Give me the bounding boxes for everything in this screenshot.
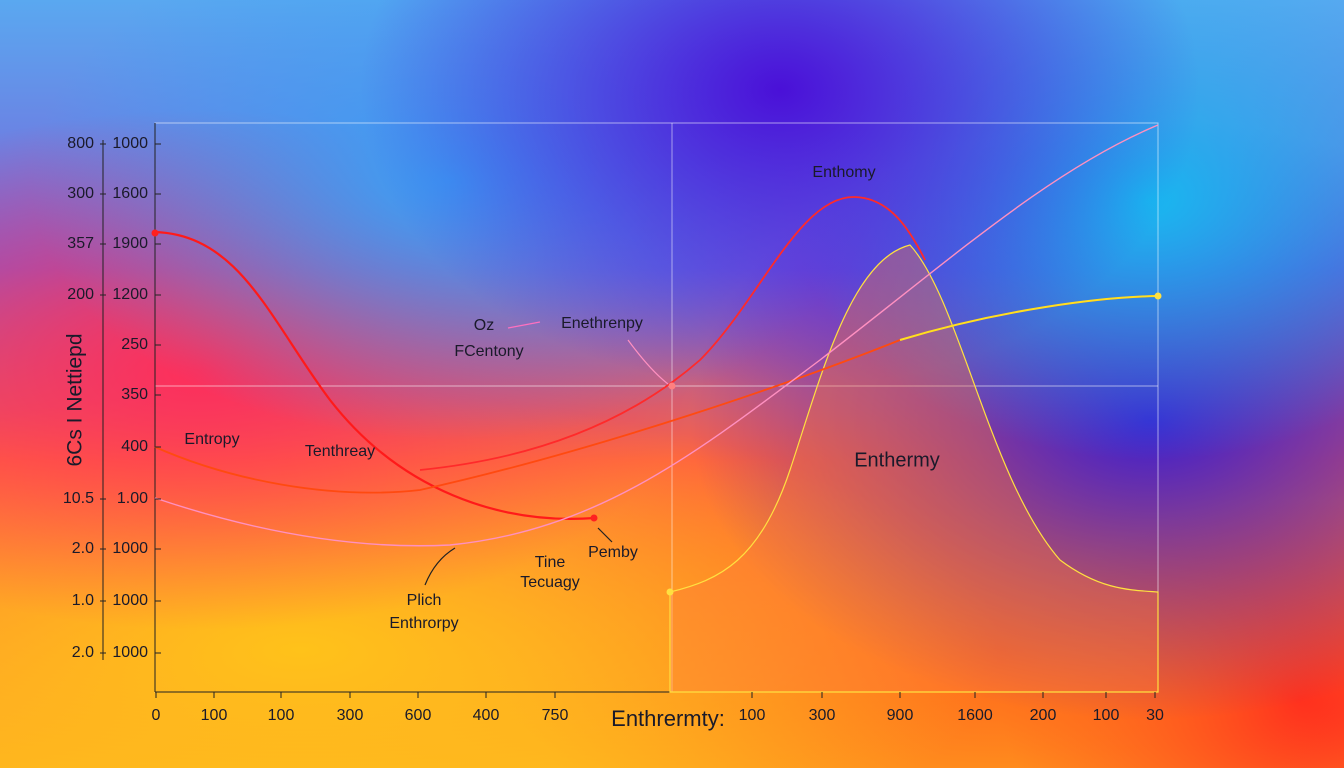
y-tick-label: 1000 xyxy=(112,540,148,557)
y-tick-label: 400 xyxy=(121,438,148,455)
y-axis-title: 6Cs I Nettiepd xyxy=(64,333,87,466)
point xyxy=(590,514,598,522)
curve xyxy=(154,124,1159,547)
annotation: Oz xyxy=(474,317,494,334)
annotation: Entropy xyxy=(184,431,239,448)
x-tick-label: 100 xyxy=(1093,707,1120,724)
arrow xyxy=(627,339,669,385)
point xyxy=(668,382,676,390)
curve xyxy=(419,196,926,471)
point xyxy=(666,588,674,596)
x-tick-label: 100 xyxy=(201,707,228,724)
x-tick-label: 400 xyxy=(473,707,500,724)
labels: 80030035720010.52.01.02.0100016001900120… xyxy=(63,135,1164,731)
annotation: Enthrorpy xyxy=(389,615,458,632)
filled-peak xyxy=(669,244,1159,693)
y-tick-label: 1000 xyxy=(112,135,148,152)
y-tick-label: 1200 xyxy=(112,286,148,303)
arrow xyxy=(424,547,456,586)
x-tick-label: 0 xyxy=(152,707,161,724)
annotation: Enthomy xyxy=(812,164,875,181)
x-tick-label: 300 xyxy=(337,707,364,724)
x-tick-label: 600 xyxy=(405,707,432,724)
curve xyxy=(154,295,1159,494)
x-tick-label: 30 xyxy=(1146,707,1164,724)
annotation: FCentony xyxy=(454,343,523,360)
y-tick-label: 10.5 xyxy=(63,490,94,507)
annotation: Plich xyxy=(407,592,442,609)
x-tick-label: 100 xyxy=(268,707,295,724)
y-tick-label: 1000 xyxy=(112,644,148,661)
x-tick-label: 200 xyxy=(1030,707,1057,724)
y-tick-label: 350 xyxy=(121,386,148,403)
annotation: Tine xyxy=(535,554,566,571)
curve xyxy=(154,230,596,520)
y-tick-label: 357 xyxy=(67,235,94,252)
arrow xyxy=(597,527,613,543)
x-axis-title: Enthrermty: xyxy=(611,706,725,731)
annotation: Pemby xyxy=(588,544,638,561)
y-tick-label: 300 xyxy=(67,185,94,202)
y-tick-label: 2.0 xyxy=(72,540,94,557)
arrow xyxy=(507,321,541,329)
y-tick-label: 2.0 xyxy=(72,644,94,661)
point xyxy=(151,229,159,237)
x-tick-label: 1600 xyxy=(957,707,993,724)
y-tick-label: 1.0 xyxy=(72,592,94,609)
ticks xyxy=(100,143,1156,698)
x-tick-label: 100 xyxy=(739,707,766,724)
y-tick-label: 1900 xyxy=(112,235,148,252)
y-tick-label: 1000 xyxy=(112,592,148,609)
x-tick-label: 900 xyxy=(887,707,914,724)
x-tick-label: 750 xyxy=(542,707,569,724)
y-tick-label: 1.00 xyxy=(117,490,148,507)
point xyxy=(1154,292,1162,300)
annotation: Tecuagy xyxy=(520,574,580,591)
y-tick-label: 1600 xyxy=(112,185,148,202)
annotation: Enthermy xyxy=(854,449,940,471)
annotation: Enethrenpy xyxy=(561,315,643,332)
y-tick-label: 800 xyxy=(67,135,94,152)
y-tick-label: 250 xyxy=(121,336,148,353)
curve xyxy=(899,295,1159,341)
y-tick-label: 200 xyxy=(67,286,94,303)
x-tick-label: 300 xyxy=(809,707,836,724)
annotation: Tenthreay xyxy=(305,443,375,460)
